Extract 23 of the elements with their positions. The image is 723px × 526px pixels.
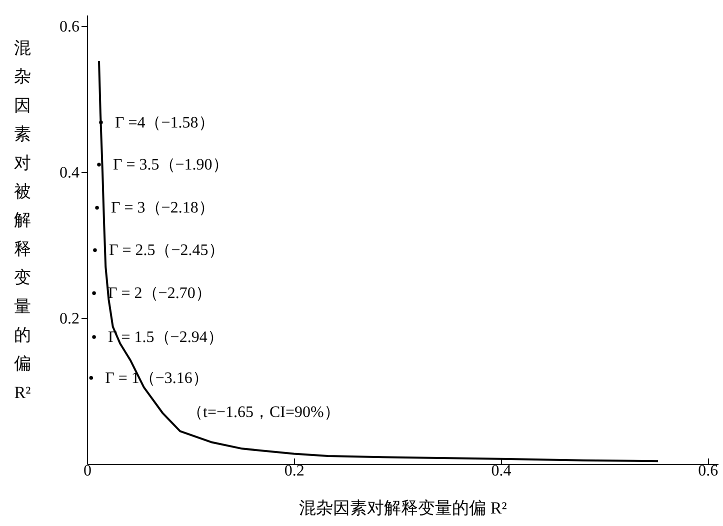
text: 混杂因素对被解释变量的偏R² (14, 38, 31, 402)
annotation: （t=−1.65，CI=90%） (187, 404, 340, 421)
y-tick-label: 0.6 (60, 18, 80, 36)
x-axis-title: 混杂因素对解释变量的偏 R² (299, 498, 507, 518)
x-tick-label: 0.2 (284, 462, 304, 480)
point (95, 206, 99, 210)
point (99, 120, 103, 124)
point (89, 376, 94, 380)
point (92, 335, 96, 339)
x-tick-label: 0.6 (698, 462, 718, 480)
x-tick-label: 0.4 (491, 462, 512, 480)
point (93, 248, 97, 252)
x-tick-label: 0 (84, 462, 92, 480)
line-series (98, 60, 660, 462)
annotation: Γ = 3（−2.18） (111, 200, 214, 217)
annotation: Γ = 2.5（−2.45） (108, 242, 224, 260)
annotation: Γ =4（−1.58） (114, 114, 214, 132)
point (97, 162, 101, 167)
y-tick-label: 0.4 (60, 164, 80, 182)
y-tick-label: 0.2 (60, 310, 80, 328)
point (92, 291, 96, 296)
annotation: Γ = 3.5（−1.90） (113, 156, 228, 174)
annotation: Γ = 1（−3.16） (105, 370, 208, 387)
